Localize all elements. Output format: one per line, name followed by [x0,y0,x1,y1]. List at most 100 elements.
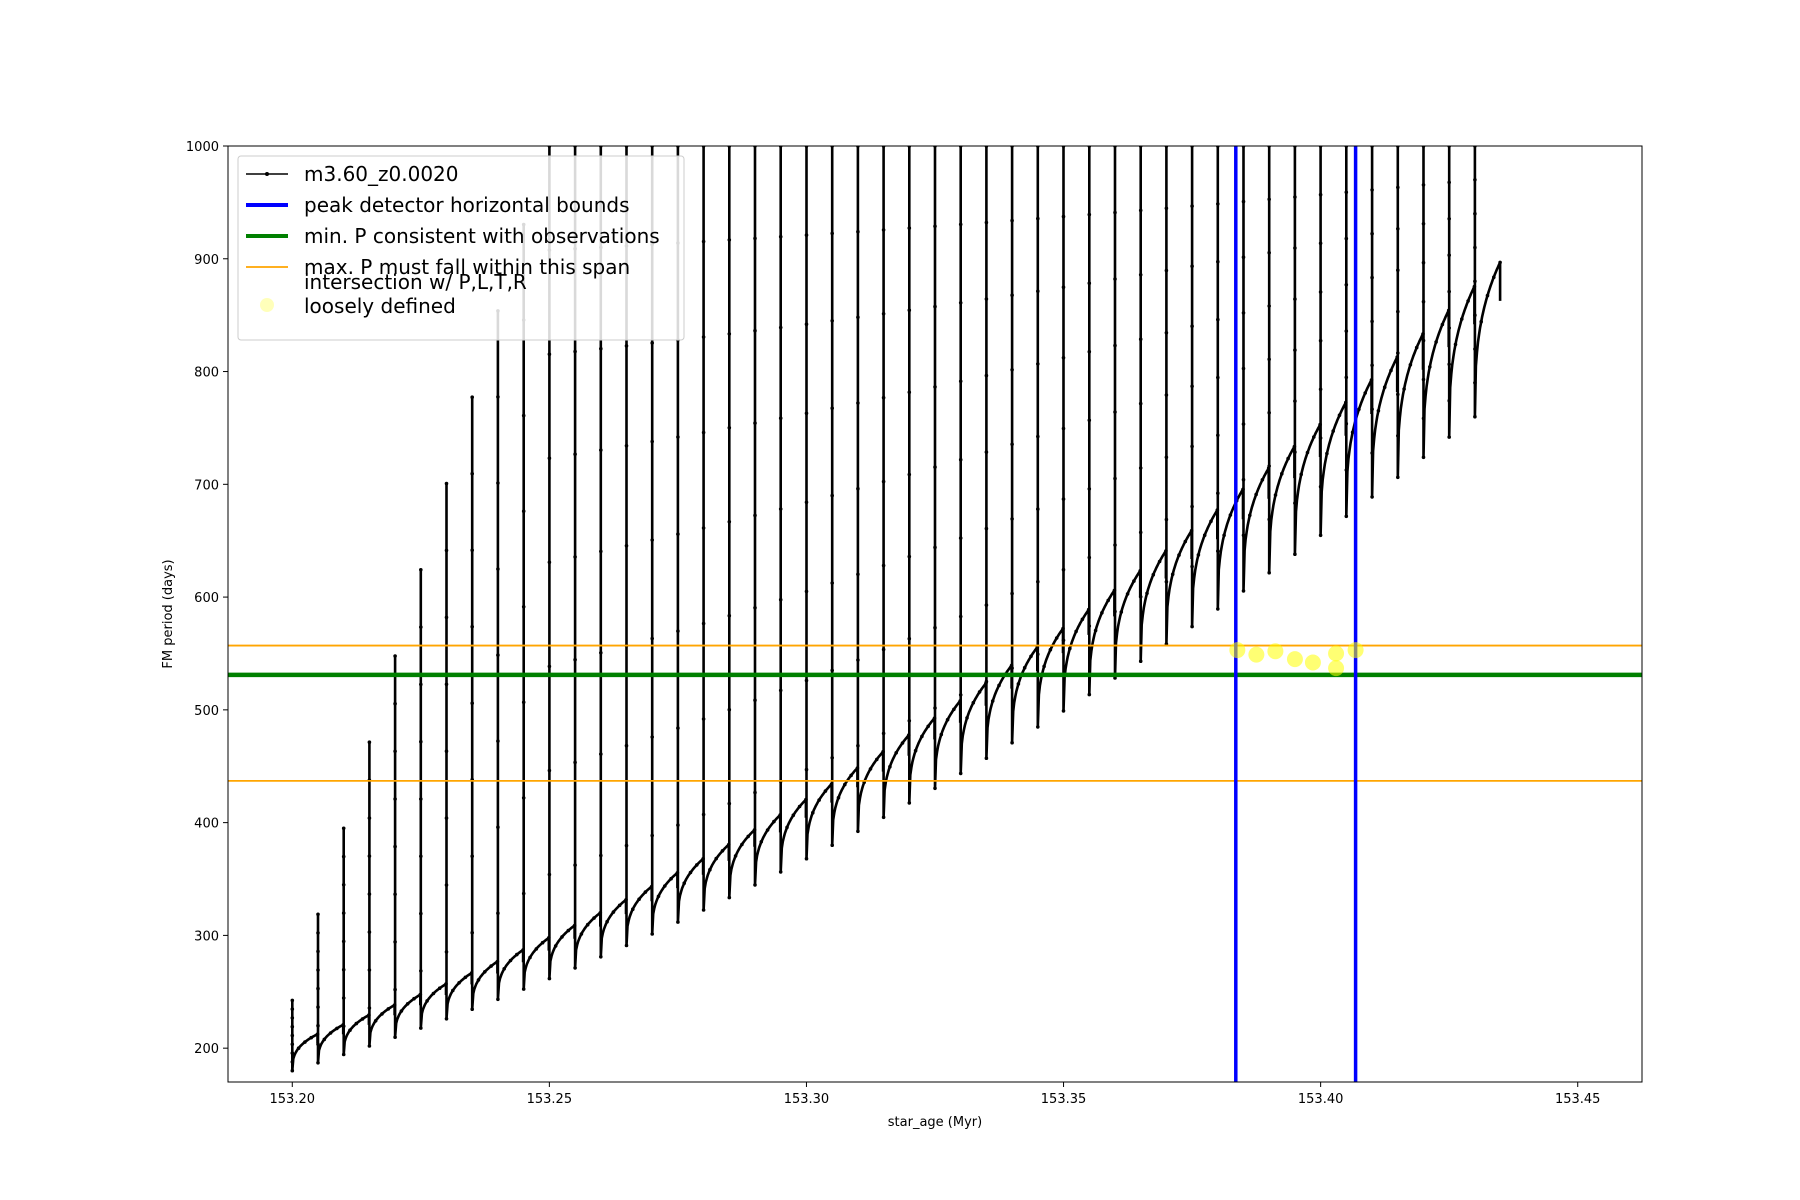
data-point [1447,326,1451,330]
data-point [977,690,982,694]
data-point [1318,387,1323,392]
data-point [804,589,809,594]
data-point [1396,268,1400,273]
data-point [1216,549,1220,553]
data-point [573,349,577,354]
data-point [1350,430,1355,435]
data-point [624,444,629,448]
data-point [1189,528,1194,533]
data-point [990,699,995,703]
data-point [290,998,295,1003]
data-point [296,1046,301,1050]
data-point [1267,517,1271,522]
data-point [701,430,706,435]
data-point [419,625,423,629]
data-point [1061,567,1066,572]
data-point [592,916,596,920]
data-point [1357,407,1361,412]
intersection-point [1229,642,1246,659]
data-point [1190,264,1194,269]
data-point [1138,208,1143,213]
data-point [393,844,397,849]
legend-label: intersection w/ P,L,T,R [304,270,527,294]
data-point [316,1005,320,1009]
data-point [367,1013,371,1017]
intersection-point [1248,646,1265,663]
data-point [1106,598,1110,603]
data-point [1190,624,1194,629]
data-point [1267,570,1271,575]
data-point [939,732,944,737]
data-point [1273,493,1278,497]
data-point [676,435,680,439]
data-point [1408,363,1413,367]
data-point [1125,592,1130,596]
data-point [778,870,783,874]
data-point [444,615,449,620]
data-point [1164,268,1169,273]
data-point [727,707,732,712]
data-point [913,748,918,753]
data-point [868,767,873,771]
data-point [856,401,860,405]
data-point [1016,682,1021,686]
data-point [714,856,718,861]
data-point [1042,664,1046,669]
data-point [1344,375,1349,380]
data-point [598,911,603,915]
data-point [1068,646,1072,651]
data-point [1331,429,1335,433]
data-point [1177,553,1181,557]
data-point [1061,214,1066,219]
data-point [1293,246,1297,250]
data-point [1093,628,1098,633]
data-point [907,390,912,395]
data-point [521,605,526,609]
data-point [521,509,526,513]
data-point [1344,329,1349,333]
data-point [392,1003,397,1007]
data-point [701,239,706,244]
data-point [727,801,732,806]
data-point [830,319,834,323]
data-point [1087,692,1092,697]
data-point [573,452,577,457]
data-point [1100,611,1104,615]
data-point [367,740,372,744]
y-tick-label: 600 [194,591,219,606]
data-point [753,421,757,425]
data-point [599,752,603,756]
legend-item: m3.60_z0.0020 [246,162,459,186]
data-point [1447,289,1451,294]
data-point [316,968,320,972]
y-tick-label: 200 [194,1042,219,1057]
data-point [1061,626,1065,631]
data-point [386,1007,391,1011]
x-tick-label: 153.40 [1298,1092,1344,1107]
data-point [393,940,397,944]
data-point [1061,709,1066,713]
data-point [1241,477,1246,482]
data-point [1318,338,1323,343]
data-point [829,782,834,786]
data-point [1318,422,1322,427]
data-point [1087,555,1092,560]
data-point [733,854,738,858]
data-point [470,471,475,476]
data-point [1318,241,1323,246]
data-point [611,910,616,914]
data-point [1421,455,1426,460]
data-point [367,816,372,820]
data-point [933,545,937,550]
data-point [418,992,423,997]
data-point [650,341,654,345]
data-point [419,854,423,859]
data-point [1267,357,1271,362]
data-point [444,548,449,553]
data-point [1036,652,1040,657]
data-point [631,907,635,911]
data-point [1190,564,1194,569]
data-point [1254,492,1258,497]
data-point [1434,340,1438,344]
